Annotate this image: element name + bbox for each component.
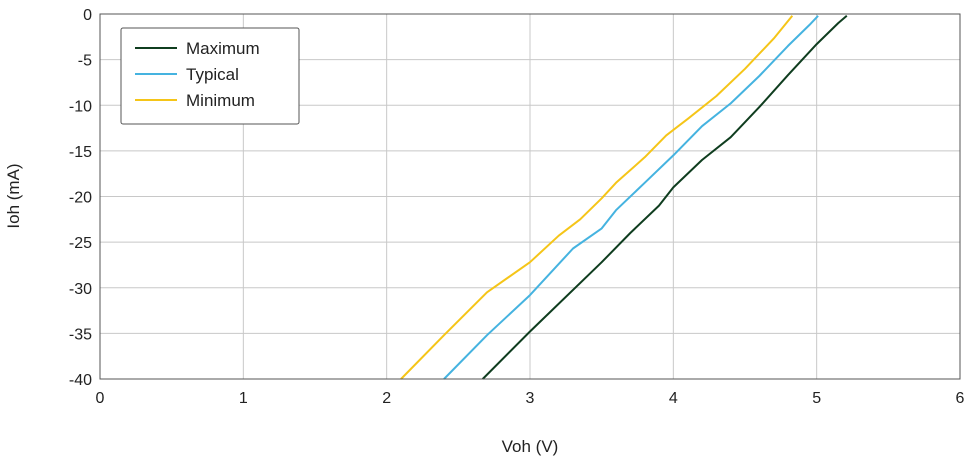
grid bbox=[99, 13, 961, 380]
x-tick-label: 4 bbox=[669, 390, 678, 407]
y-tick-label: -35 bbox=[69, 326, 92, 343]
series-layer bbox=[400, 15, 848, 380]
legend-label: Maximum bbox=[186, 39, 260, 58]
plot-frame bbox=[99, 13, 961, 380]
y-tick-label: -20 bbox=[69, 190, 92, 207]
x-tick-label: 5 bbox=[812, 390, 821, 407]
series-line-typical bbox=[443, 15, 819, 380]
y-tick-label: -5 bbox=[78, 53, 92, 70]
legend: Maximum Typical Minimum bbox=[120, 27, 300, 125]
y-tick-label: -10 bbox=[69, 98, 92, 115]
legend-label: Typical bbox=[186, 65, 239, 84]
y-tick-label: -30 bbox=[69, 281, 92, 298]
x-axis-ticks: 0 1 2 3 4 5 6 bbox=[96, 390, 965, 407]
y-tick-label: -25 bbox=[69, 235, 92, 252]
x-axis-title: Voh (V) bbox=[502, 437, 559, 456]
legend-label: Minimum bbox=[186, 91, 255, 110]
y-axis-ticks: 0 -5 -10 -15 -20 -25 -30 -35 -40 bbox=[69, 7, 92, 389]
series-line-minimum bbox=[400, 15, 794, 380]
y-axis-title: Ioh (mA) bbox=[4, 163, 23, 228]
y-tick-label: 0 bbox=[83, 7, 92, 24]
x-tick-label: 6 bbox=[956, 390, 965, 407]
x-tick-label: 0 bbox=[96, 390, 105, 407]
x-tick-label: 2 bbox=[382, 390, 391, 407]
x-tick-label: 3 bbox=[526, 390, 535, 407]
y-tick-label: -40 bbox=[69, 372, 92, 389]
x-tick-label: 1 bbox=[239, 390, 248, 407]
y-tick-label: -15 bbox=[69, 144, 92, 161]
series-line-maximum bbox=[481, 15, 848, 380]
